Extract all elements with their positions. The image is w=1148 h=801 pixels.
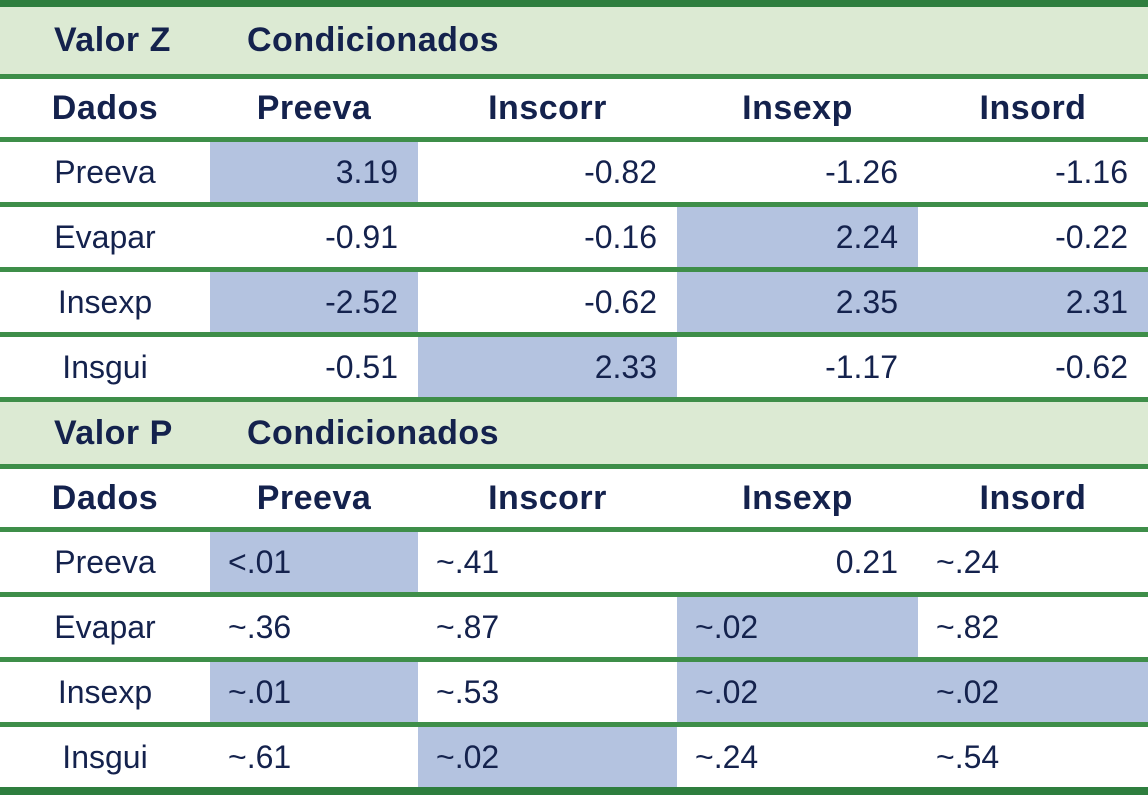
value-cell-highlighted: 3.19	[210, 142, 418, 202]
column-header-insexp: Insexp	[742, 88, 853, 127]
table-row-evapar: Evapar ~.36 ~.87 ~.02 ~.82	[0, 592, 1148, 657]
table-row-evapar: Evapar -0.91 -0.16 2.24 -0.22	[0, 202, 1148, 267]
value-cell-highlighted: 2.33	[418, 337, 677, 397]
row-label: Preeva	[54, 543, 156, 580]
value-cell: -0.62	[584, 283, 657, 320]
p-band-subtitle: Condicionados	[247, 413, 500, 452]
value-cell-highlighted: 2.24	[677, 207, 918, 267]
column-header-inscorr: Inscorr	[488, 478, 607, 517]
column-header-insord: Insord	[979, 478, 1087, 517]
value-cell-highlighted: ~.02	[418, 727, 677, 787]
value-cell: -1.16	[1055, 153, 1128, 190]
z-column-header-row: Dados Preeva Inscorr Insexp Insord	[0, 74, 1148, 137]
value-cell: -0.16	[584, 218, 657, 255]
value-cell-highlighted: ~.01	[210, 662, 418, 722]
row-label: Insgui	[62, 348, 148, 385]
table-row-insgui: Insgui -0.51 2.33 -1.17 -0.62	[0, 332, 1148, 397]
value-cell: -1.17	[825, 348, 898, 385]
table-row-insexp: Insexp ~.01 ~.53 ~.02 ~.02	[0, 657, 1148, 722]
value-cell: ~.53	[436, 673, 500, 710]
column-header-insord: Insord	[979, 88, 1087, 127]
table-row-insexp: Insexp -2.52 -0.62 2.35 2.31	[0, 267, 1148, 332]
column-header-inscorr: Inscorr	[488, 88, 607, 127]
row-label: Preeva	[54, 153, 156, 190]
value-cell-highlighted: 2.35	[677, 272, 918, 332]
value-cell-highlighted: <.01	[210, 532, 418, 592]
value-cell-highlighted: ~.02	[677, 662, 918, 722]
row-label: Evapar	[54, 218, 156, 255]
value-cell: ~.41	[436, 543, 500, 580]
value-cell: -0.51	[325, 348, 398, 385]
table-row-insgui: Insgui ~.61 ~.02 ~.24 ~.54	[0, 722, 1148, 787]
value-cell-highlighted: 2.31	[918, 272, 1148, 332]
row-label: Insexp	[57, 283, 153, 320]
p-band-title: Valor P	[54, 413, 173, 452]
value-cell: 0.21	[835, 543, 898, 580]
value-cell: ~.24	[695, 738, 759, 775]
value-cell-highlighted: ~.02	[918, 662, 1148, 722]
z-band-subtitle: Condicionados	[247, 21, 500, 59]
value-cell: ~.82	[936, 608, 1000, 645]
p-table-header-band: Valor P Condicionados	[0, 397, 1148, 464]
value-cell-highlighted: -2.52	[210, 272, 418, 332]
z-values-table: Valor Z Condicionados Dados Preeva Inscorr…	[0, 7, 1148, 397]
value-cell: ~.36	[228, 608, 292, 645]
value-cell: -1.26	[825, 153, 898, 190]
row-label: Insgui	[62, 738, 148, 775]
value-cell: ~.61	[228, 738, 292, 775]
z-table-body: Preeva 3.19 -0.82 -1.26 -1.16 Evapar -0.91 -0.1…	[0, 137, 1148, 397]
column-header-insexp: Insexp	[742, 478, 853, 517]
value-cell-highlighted: ~.02	[677, 597, 918, 657]
p-column-header-row: Dados Preeva Inscorr Insexp Insord	[0, 464, 1148, 527]
value-cell: ~.24	[936, 543, 1000, 580]
table-row-preeva: Preeva <.01 ~.41 0.21 ~.24	[0, 527, 1148, 592]
value-cell: -0.82	[584, 153, 657, 190]
z-band-title: Valor Z	[54, 21, 171, 59]
table-row-preeva: Preeva 3.19 -0.82 -1.26 -1.16	[0, 137, 1148, 202]
p-table-body: Preeva <.01 ~.41 0.21 ~.24 Evapar ~.36 ~.87 ~.02…	[0, 527, 1148, 787]
row-label: Insexp	[57, 673, 153, 710]
column-header-preeva: Preeva	[256, 478, 372, 517]
value-cell: ~.54	[936, 738, 1000, 775]
z-table-header-band: Valor Z Condicionados	[0, 7, 1148, 74]
column-header-dados: Dados	[51, 478, 159, 517]
row-label: Evapar	[54, 608, 156, 645]
p-values-table: Valor P Condicionados Dados Preeva Inscorr…	[0, 397, 1148, 787]
value-cell: ~.87	[436, 608, 500, 645]
value-cell: -0.62	[1055, 348, 1128, 385]
value-cell: -0.22	[1055, 218, 1128, 255]
value-cell: -0.91	[325, 218, 398, 255]
column-header-preeva: Preeva	[256, 88, 372, 127]
column-header-dados: Dados	[51, 88, 159, 127]
